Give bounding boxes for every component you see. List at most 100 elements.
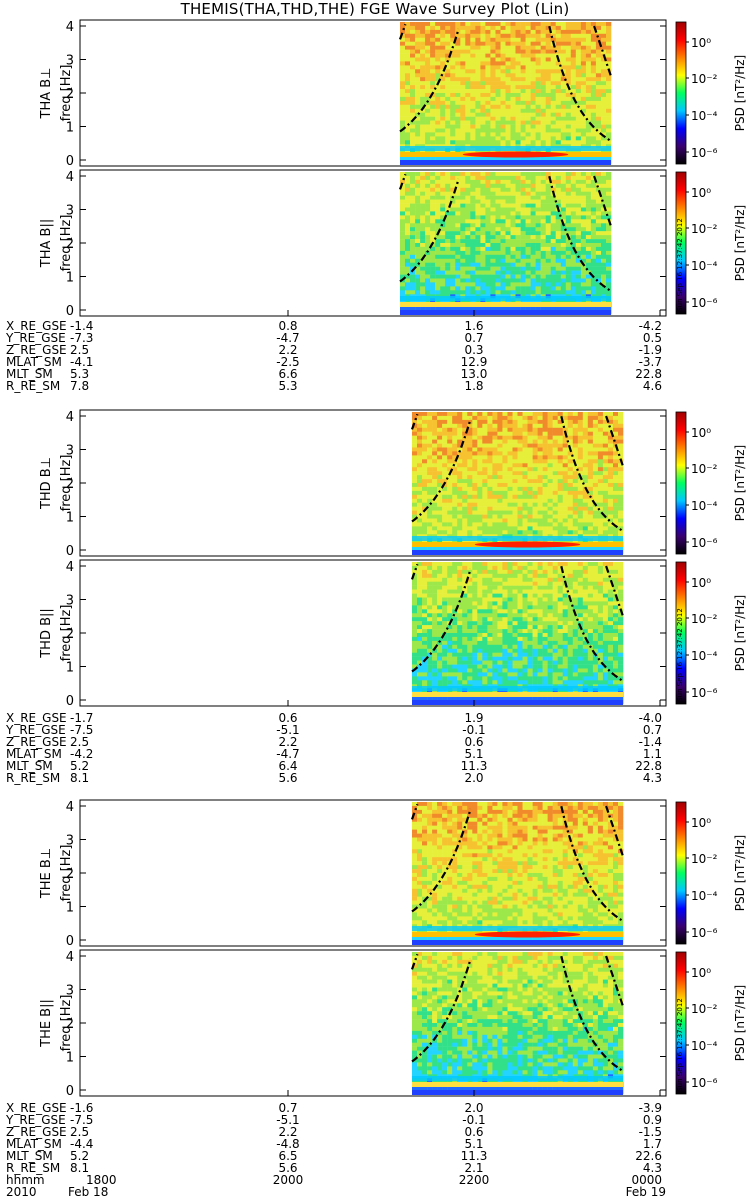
spectrogram-cell <box>592 514 599 519</box>
spectrogram-cell <box>445 199 451 204</box>
spectrogram-cell <box>462 490 468 496</box>
spectrogram-cell <box>607 455 614 460</box>
spectrogram-cell <box>510 282 516 287</box>
spectrogram-cell <box>587 479 594 484</box>
spectrogram-cell <box>500 53 506 58</box>
spectrogram-cell <box>505 49 511 54</box>
spectrogram-cell <box>517 569 523 575</box>
spectrogram-cell <box>415 120 421 125</box>
spectrogram-cell <box>487 423 493 428</box>
spectrogram-cell <box>515 215 521 220</box>
spectrogram-cell <box>565 41 572 46</box>
spectrogram-cell <box>410 306 416 311</box>
spectrogram-cell <box>412 483 418 488</box>
spectrogram-cell <box>490 37 496 42</box>
spectrogram-cell <box>590 25 597 31</box>
spectrogram-cell <box>517 502 523 507</box>
spectrogram-cell <box>422 546 428 551</box>
spectrogram-cell <box>505 203 511 208</box>
spectrogram-cell <box>577 562 584 567</box>
spectrogram-cell <box>430 254 436 259</box>
spectrogram-peak <box>462 151 569 158</box>
spectrogram-cell <box>530 140 536 145</box>
spectrogram-cell <box>537 427 543 432</box>
spectrogram-cell <box>505 112 511 117</box>
spectrogram-cell <box>430 239 436 244</box>
spectrogram-cell <box>465 69 471 74</box>
spectrogram-cell <box>515 290 521 295</box>
spectrogram-cell <box>520 65 526 70</box>
spectrogram-cell <box>535 41 541 46</box>
spectrogram-cell <box>475 243 481 248</box>
spectrogram-cell <box>480 104 486 109</box>
spectrogram-cell <box>606 65 612 70</box>
spectrogram-cell <box>601 254 607 259</box>
spectrogram-cell <box>495 100 501 106</box>
spectrogram-cell <box>465 282 471 287</box>
spectrogram-cell <box>540 120 546 125</box>
spectrogram-cell <box>425 65 431 70</box>
spectrogram-cell <box>530 306 536 311</box>
spectrogram-cell <box>577 431 584 436</box>
spectrogram-cell <box>577 530 584 535</box>
spectrogram-cell <box>452 573 458 578</box>
spectrogram-cell <box>618 510 624 515</box>
spectrogram-cell <box>607 419 614 425</box>
spectrogram-cell <box>595 262 602 267</box>
spectrogram-cell <box>557 471 563 476</box>
spectrogram-cell <box>505 29 511 35</box>
spectrogram-cell <box>430 132 436 137</box>
spectrogram-cell <box>532 577 538 582</box>
spectrogram-cell <box>606 57 612 62</box>
spectrogram-cell <box>547 506 553 511</box>
spectrogram-cell <box>527 427 533 432</box>
spectrogram-cell <box>400 195 406 200</box>
spectrogram-cell <box>580 128 587 133</box>
spectrogram-cell <box>510 108 516 113</box>
spectrogram-cell <box>447 412 453 417</box>
spectrogram-cell <box>613 483 619 488</box>
spectrogram-cell <box>542 530 548 535</box>
spectrogram-cell <box>462 415 468 421</box>
spectrogram-cell <box>542 475 548 480</box>
spectrogram-cell <box>412 459 418 464</box>
spectrogram-cell <box>477 506 483 511</box>
spectrogram-cell <box>582 455 589 460</box>
spectrogram-cell <box>540 231 546 236</box>
spectrogram-cell <box>412 475 418 480</box>
spectrogram-cell <box>540 211 546 216</box>
spectrogram-cell <box>445 290 451 295</box>
spectrogram-cell <box>520 77 526 82</box>
y-tick-label: 0 <box>66 154 74 169</box>
spectrogram-cell <box>505 33 511 38</box>
spectrogram-cell <box>460 211 466 216</box>
spectrogram-cell <box>470 25 476 31</box>
spectrogram-cell <box>601 223 607 228</box>
spectrogram-cell <box>435 45 441 50</box>
spectrogram-cell <box>460 53 466 58</box>
spectrogram-cell <box>425 250 431 256</box>
spectrogram-cell <box>515 199 521 204</box>
spectrogram-cell <box>445 195 451 200</box>
spectrogram-cell <box>492 490 498 496</box>
spectrogram-cell <box>580 227 587 232</box>
spectrogram-cell <box>562 562 568 567</box>
spectrogram-cell <box>575 270 582 275</box>
spectrogram-cell <box>550 243 556 248</box>
spectrogram-cell <box>425 100 431 106</box>
spectrogram-cell <box>492 463 498 468</box>
spectrogram-cell <box>420 37 426 42</box>
spectrogram-cell <box>520 207 526 212</box>
colorbar-tick-label: 10⁻⁶ <box>691 146 718 160</box>
spectrogram-cell <box>595 132 602 137</box>
spectrogram-cell <box>510 132 516 137</box>
spectrogram-cell <box>442 530 448 535</box>
spectrogram-cell <box>547 589 553 594</box>
spectrogram-cell <box>435 120 441 125</box>
spectrogram-cell <box>606 104 612 109</box>
spectrogram-cell <box>462 479 468 484</box>
spectrogram-cell <box>485 104 491 109</box>
spectrogram-cell <box>530 81 536 86</box>
spectrogram-cell <box>480 270 486 275</box>
spectrogram-cell <box>542 510 548 515</box>
